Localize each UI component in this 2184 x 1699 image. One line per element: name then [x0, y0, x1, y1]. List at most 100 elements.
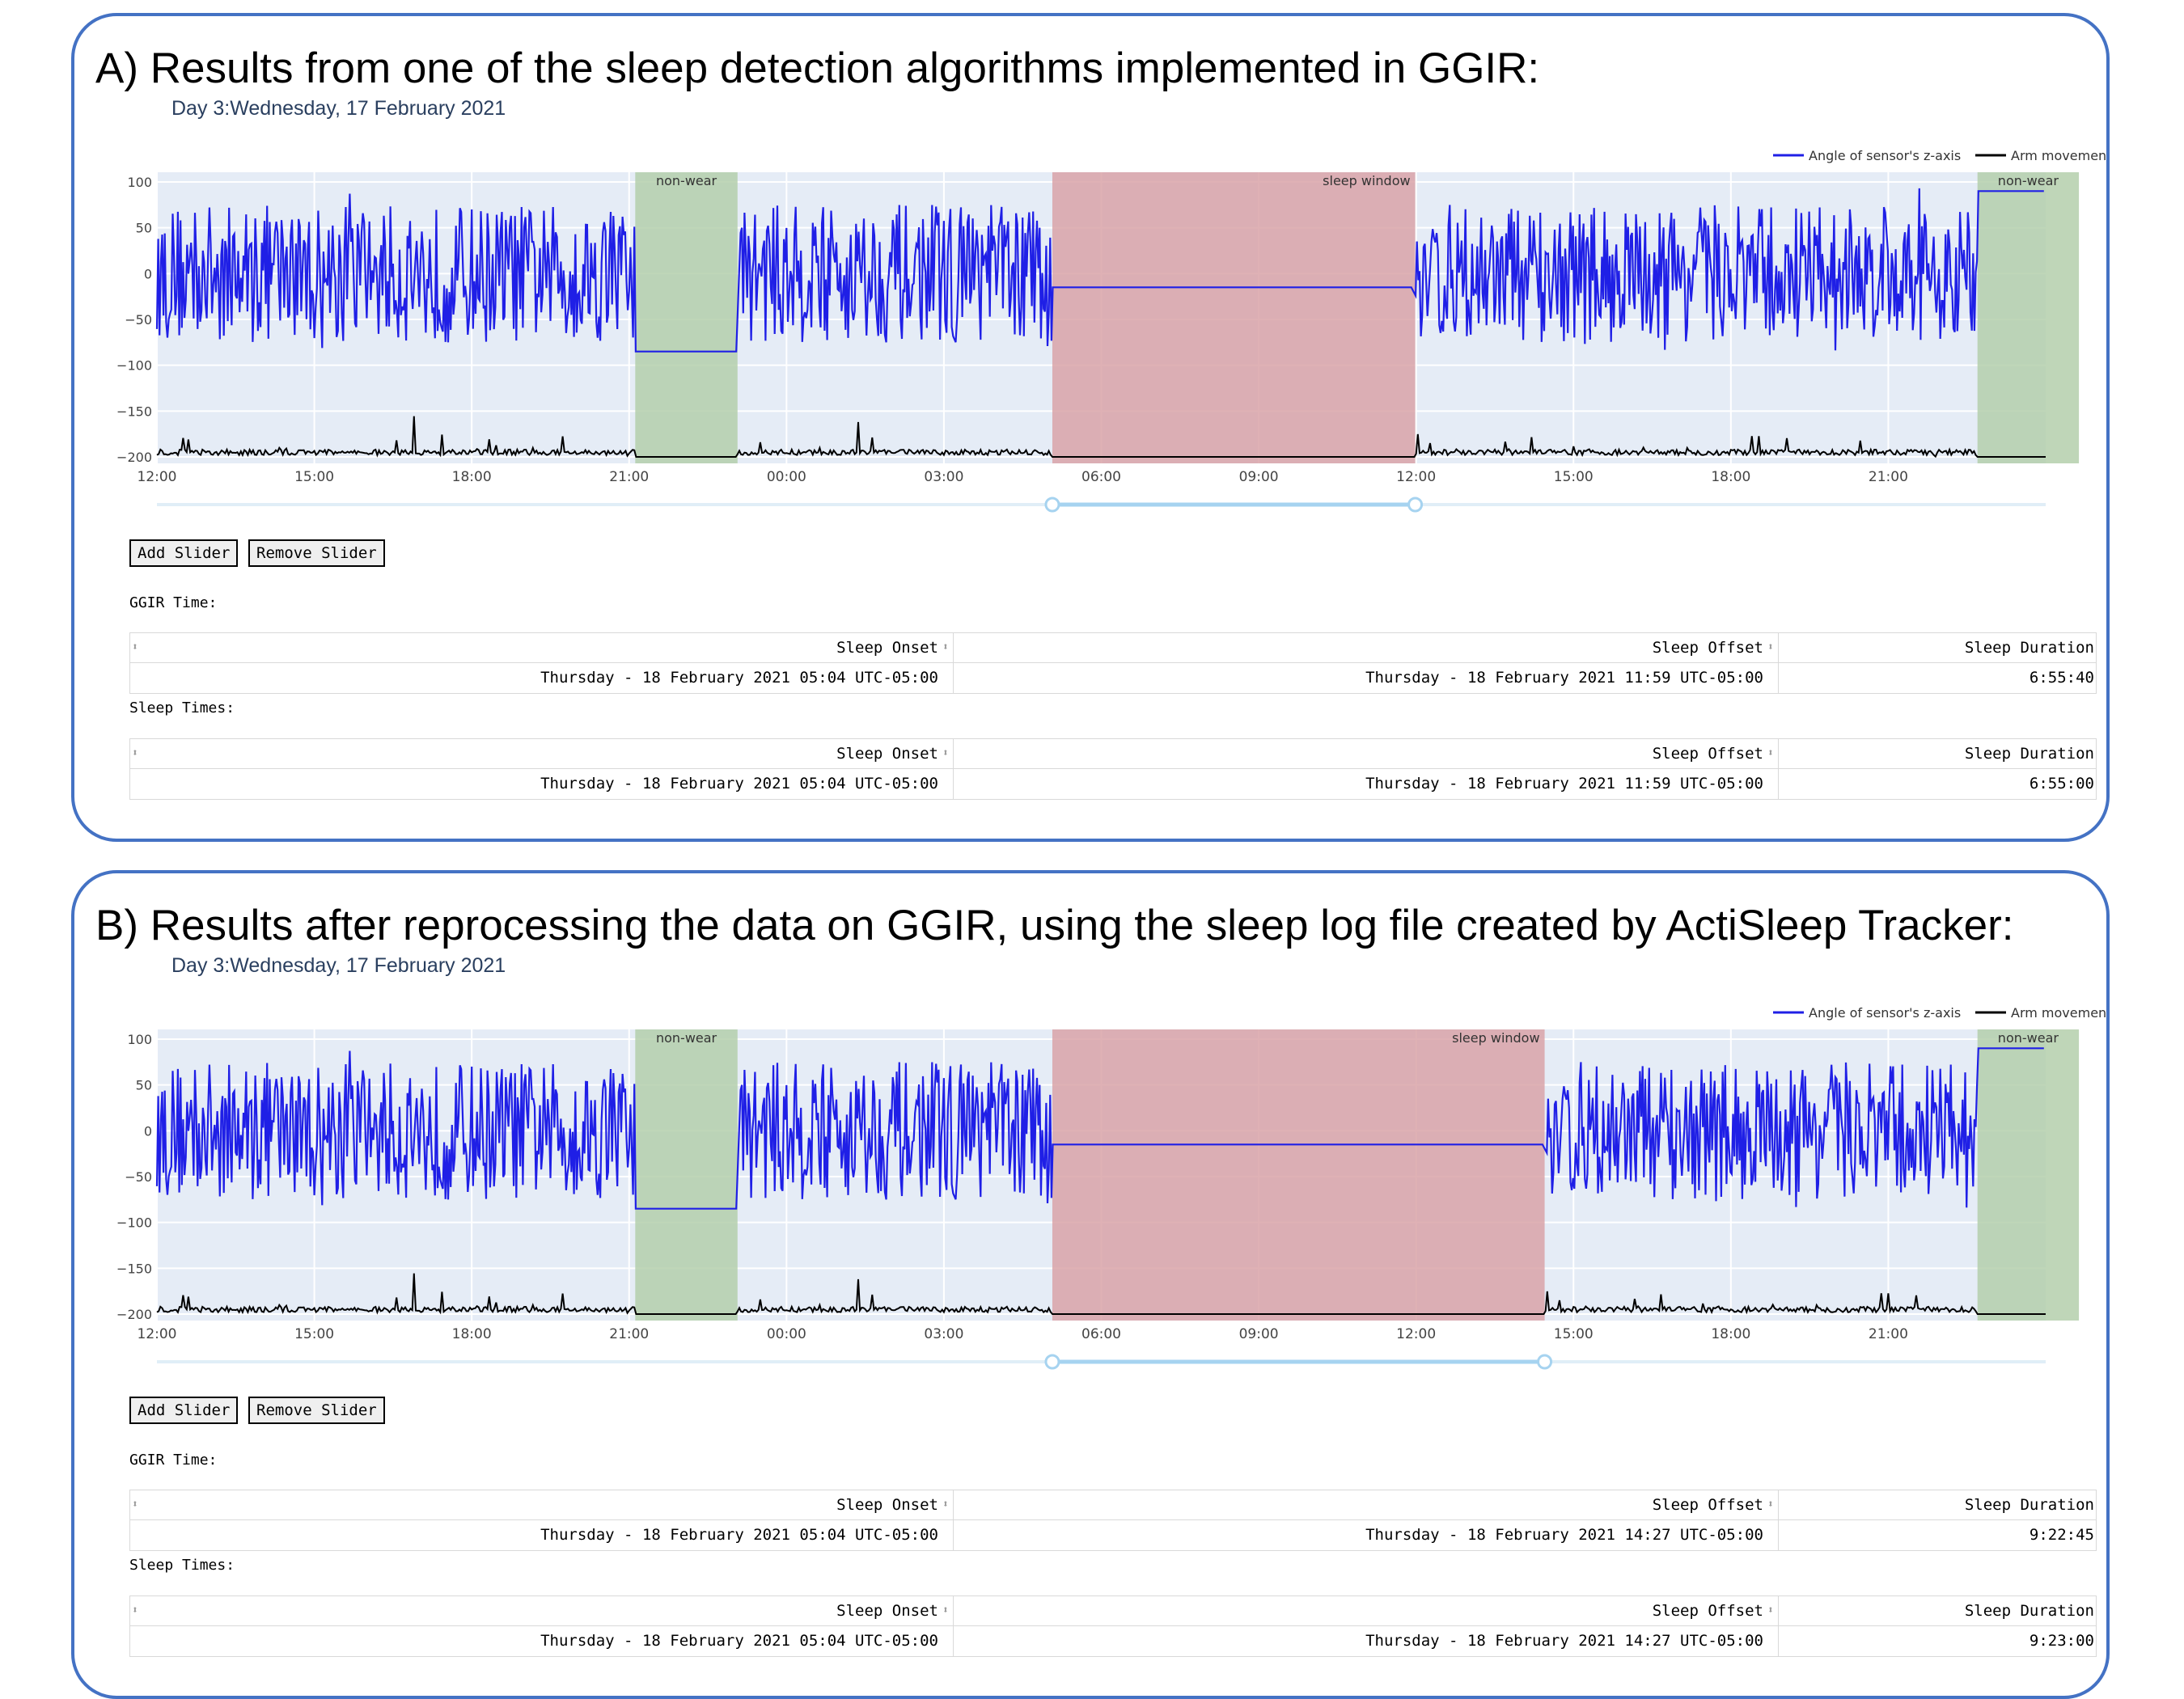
x-tick-label: 03:00 — [924, 469, 963, 485]
nonwear-annotation: non-wear — [1998, 1030, 2059, 1046]
col-sleep-onset[interactable]: Sleep Onset — [130, 739, 954, 768]
col-sleep-onset[interactable]: Sleep Onset — [130, 1596, 954, 1625]
x-tick-label: 09:00 — [1239, 1326, 1279, 1342]
col-sleep-offset[interactable]: Sleep Offset — [954, 633, 1779, 662]
sleep-times-label: Sleep Times: — [129, 699, 235, 716]
x-tick-label: 18:00 — [452, 1326, 492, 1342]
cell-duration: 9:23:00 — [2029, 1632, 2094, 1650]
x-tick-label: 21:00 — [1869, 469, 1908, 485]
legend-angle-label: Angle of sensor's z-axis — [1809, 148, 1961, 163]
sleep-window-region — [1052, 1029, 1545, 1321]
y-tick-label: −200 — [116, 1307, 152, 1322]
col-sleep-offset[interactable]: Sleep Offset — [954, 1596, 1779, 1625]
nonwear-region — [635, 172, 738, 463]
add-slider-button[interactable]: Add Slider — [129, 539, 239, 567]
ggir-time-label: GGIR Time: — [129, 1452, 218, 1469]
x-tick-label: 21:00 — [609, 1326, 649, 1342]
slider-handle[interactable] — [1537, 1354, 1553, 1370]
panel-heading: B) Results after reprocessing the data o… — [95, 902, 2014, 949]
table-header-row: ⬍ Sleep Onset ⬍ Sleep Offset ⬍ Sleep Dur… — [129, 1595, 2097, 1626]
sort-icon[interactable]: ⬍ — [942, 1498, 949, 1511]
legend-arm-label: Arm movement — [2011, 148, 2106, 163]
cell-onset: Thursday - 18 February 2021 05:04 UTC-05… — [130, 663, 954, 693]
nonwear-region — [635, 1029, 738, 1321]
y-tick-label: −100 — [116, 1215, 152, 1231]
add-slider-button[interactable]: Add Slider — [129, 1397, 239, 1424]
table-row: Thursday - 18 February 2021 05:04 UTC-05… — [129, 663, 2097, 694]
slider-handle[interactable] — [1044, 497, 1060, 513]
cell-duration: 6:55:00 — [2029, 775, 2094, 792]
cell-duration: 6:55:40 — [2029, 669, 2094, 687]
x-tick-label: 18:00 — [1711, 469, 1750, 485]
sort-icon[interactable]: ⬍ — [132, 747, 138, 759]
x-tick-label: 15:00 — [1554, 469, 1594, 485]
angle-series-line — [155, 188, 2044, 353]
sort-icon[interactable]: ⬍ — [132, 1604, 138, 1617]
cell-offset: Thursday - 18 February 2021 11:59 UTC-05… — [954, 769, 1779, 799]
sleep-window-annotation: sleep window — [1323, 173, 1410, 188]
arm-movement-series-line — [156, 416, 2046, 459]
cell-duration: 9:22:45 — [2029, 1526, 2094, 1544]
x-tick-label: 15:00 — [294, 469, 334, 485]
cell-onset: Thursday - 18 February 2021 05:04 UTC-05… — [130, 1626, 954, 1656]
arm-movement-series-line — [156, 1273, 2046, 1315]
sleep-times-table: ⬍ Sleep Onset ⬍ Sleep Offset ⬍ Sleep Dur… — [129, 738, 2097, 803]
y-tick-label: 50 — [136, 1078, 152, 1093]
table-row: Thursday - 18 February 2021 05:04 UTC-05… — [129, 1626, 2097, 1657]
y-tick-label: 100 — [127, 175, 152, 190]
col-sleep-offset[interactable]: Sleep Offset — [954, 739, 1779, 768]
sort-icon[interactable]: ⬍ — [1767, 641, 1774, 653]
y-tick-label: −200 — [116, 450, 152, 465]
x-tick-label: 06:00 — [1081, 1326, 1121, 1342]
col-sleep-duration[interactable]: Sleep Duration — [1964, 1602, 2094, 1620]
legend-angle-label: Angle of sensor's z-axis — [1809, 1005, 1961, 1021]
sleep-times-label: Sleep Times: — [129, 1557, 235, 1574]
sort-icon[interactable]: ⬍ — [1767, 1604, 1774, 1617]
slider-handle[interactable] — [1044, 1354, 1060, 1370]
day-title: Day 3:Wednesday, 17 February 2021 — [171, 97, 506, 120]
remove-slider-button[interactable]: Remove Slider — [248, 1397, 385, 1424]
cell-offset: Thursday - 18 February 2021 14:27 UTC-05… — [954, 1626, 1779, 1656]
panel-a: A) Results from one of the sleep detecti… — [71, 13, 2110, 842]
x-tick-label: 09:00 — [1239, 469, 1279, 485]
ggir-time-label: GGIR Time: — [129, 594, 218, 611]
x-tick-label: 18:00 — [1711, 1326, 1750, 1342]
sort-icon[interactable]: ⬍ — [942, 747, 949, 759]
nonwear-region — [1977, 172, 2080, 463]
panel-b: B) Results after reprocessing the data o… — [71, 870, 2110, 1699]
col-sleep-onset[interactable]: Sleep Onset — [130, 633, 954, 662]
col-sleep-duration[interactable]: Sleep Duration — [1964, 639, 2094, 657]
y-tick-label: 0 — [144, 1123, 152, 1139]
col-sleep-onset[interactable]: Sleep Onset — [130, 1490, 954, 1519]
cell-onset: Thursday - 18 February 2021 05:04 UTC-05… — [130, 769, 954, 799]
x-tick-label: 06:00 — [1081, 469, 1121, 485]
cell-onset: Thursday - 18 February 2021 05:04 UTC-05… — [130, 1520, 954, 1550]
sort-icon[interactable]: ⬍ — [1767, 747, 1774, 759]
col-sleep-duration[interactable]: Sleep Duration — [1964, 1496, 2094, 1514]
x-tick-label: 15:00 — [1554, 1326, 1594, 1342]
y-tick-label: 50 — [136, 221, 152, 236]
sort-icon[interactable]: ⬍ — [942, 1604, 949, 1617]
slider-handle[interactable] — [1407, 497, 1424, 513]
sort-icon[interactable]: ⬍ — [942, 641, 949, 653]
x-tick-label: 00:00 — [767, 469, 806, 485]
table-header-row: ⬍ Sleep Onset ⬍ Sleep Offset ⬍ Sleep Dur… — [129, 1490, 2097, 1520]
x-tick-label: 12:00 — [138, 1326, 177, 1342]
col-sleep-offset[interactable]: Sleep Offset — [954, 1490, 1779, 1519]
x-tick-label: 03:00 — [924, 1326, 963, 1342]
cell-offset: Thursday - 18 February 2021 14:27 UTC-05… — [954, 1520, 1779, 1550]
sort-icon[interactable]: ⬍ — [132, 641, 138, 653]
remove-slider-button[interactable]: Remove Slider — [248, 539, 385, 567]
col-sleep-duration[interactable]: Sleep Duration — [1964, 745, 2094, 763]
y-tick-label: −50 — [125, 1169, 152, 1185]
sort-icon[interactable]: ⬍ — [1767, 1498, 1774, 1511]
activity-chart[interactable]: 12:00 15:00 18:00 21:00 00:00 03:00 06:00 09:00… — [74, 16, 2106, 534]
cell-offset: Thursday - 18 February 2021 11:59 UTC-05… — [954, 663, 1779, 693]
x-tick-label: 12:00 — [1396, 469, 1436, 485]
y-tick-label: −50 — [125, 312, 152, 328]
sort-icon[interactable]: ⬍ — [132, 1498, 138, 1511]
sleep-window-region — [1052, 172, 1416, 463]
panel-heading: A) Results from one of the sleep detecti… — [95, 44, 1540, 92]
angle-series-line — [155, 1047, 2044, 1210]
activity-chart[interactable]: 12:00 15:00 18:00 21:00 00:00 03:00 06:00 09:00… — [74, 873, 2106, 1391]
